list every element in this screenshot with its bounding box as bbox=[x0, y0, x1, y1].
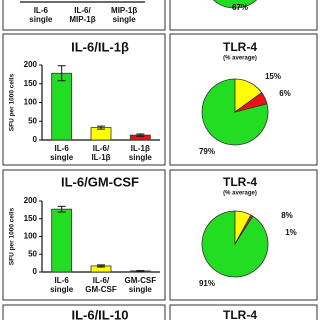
x-tick-label: IL-6/IL-1β bbox=[91, 144, 110, 162]
panel-title: IL-6/IL-10 bbox=[71, 307, 128, 320]
y-axis-label: SFU per 1000 cells bbox=[9, 207, 16, 265]
pie-label: 67% bbox=[232, 3, 248, 12]
pie-slice bbox=[234, 214, 254, 245]
x-tick-label: IL-6 single bbox=[29, 6, 53, 24]
x-tick-label: IL-6 single bbox=[50, 144, 74, 162]
panel bbox=[169, 33, 318, 166]
x-tick-label: IL-1β single bbox=[129, 144, 153, 162]
pie-label: 8% bbox=[281, 211, 293, 220]
pie-label: 1% bbox=[285, 228, 297, 237]
x-tick-label: IL-6/MIP-1β bbox=[69, 6, 95, 24]
panel bbox=[169, 0, 318, 31]
y-tick-label: 100 bbox=[24, 232, 38, 241]
y-tick-label: 150 bbox=[24, 79, 38, 88]
panel bbox=[169, 304, 318, 320]
pie-title: TLR-4 bbox=[223, 308, 257, 320]
bar bbox=[51, 72, 73, 141]
pie-label: 79% bbox=[199, 147, 215, 156]
panel bbox=[2, 304, 166, 320]
pie-subtitle: (% average) bbox=[223, 191, 257, 197]
pie-subtitle: (% average) bbox=[223, 56, 257, 62]
panel bbox=[2, 169, 166, 301]
y-tick-label: 50 bbox=[28, 116, 37, 125]
x-tick-label: IL-6 single bbox=[50, 276, 74, 294]
y-tick-label: 0 bbox=[33, 267, 38, 276]
pie-title: TLR-4 bbox=[223, 175, 257, 189]
y-tick-label: 200 bbox=[24, 60, 38, 69]
pie-slice bbox=[234, 92, 268, 113]
y-tick-label: 150 bbox=[24, 214, 38, 223]
y-axis-label: SFU per 1000 cells bbox=[9, 73, 16, 131]
x-tick-label: MIP-1β single bbox=[111, 6, 137, 24]
y-tick-label: 50 bbox=[28, 249, 37, 258]
panel bbox=[2, 33, 166, 166]
panel-title: IL-6/IL-1β bbox=[71, 39, 129, 54]
bar bbox=[51, 208, 73, 273]
y-tick-label: 200 bbox=[24, 196, 38, 205]
x-tick-label: IL-6/GM-CSF bbox=[85, 276, 117, 294]
y-tick-label: 0 bbox=[33, 135, 38, 144]
pie-label: 15% bbox=[265, 72, 281, 81]
pie-slice bbox=[212, 0, 258, 9]
x-tick-label: GM-CSF single bbox=[125, 276, 157, 294]
panel bbox=[169, 169, 318, 301]
pie-label: 91% bbox=[199, 279, 215, 288]
pie-label: 6% bbox=[279, 89, 291, 98]
y-tick-label: 100 bbox=[24, 98, 38, 107]
panel-title: IL-6/GM-CSF bbox=[61, 174, 139, 189]
pie-title: TLR-4 bbox=[223, 40, 257, 54]
panel bbox=[2, 0, 166, 31]
